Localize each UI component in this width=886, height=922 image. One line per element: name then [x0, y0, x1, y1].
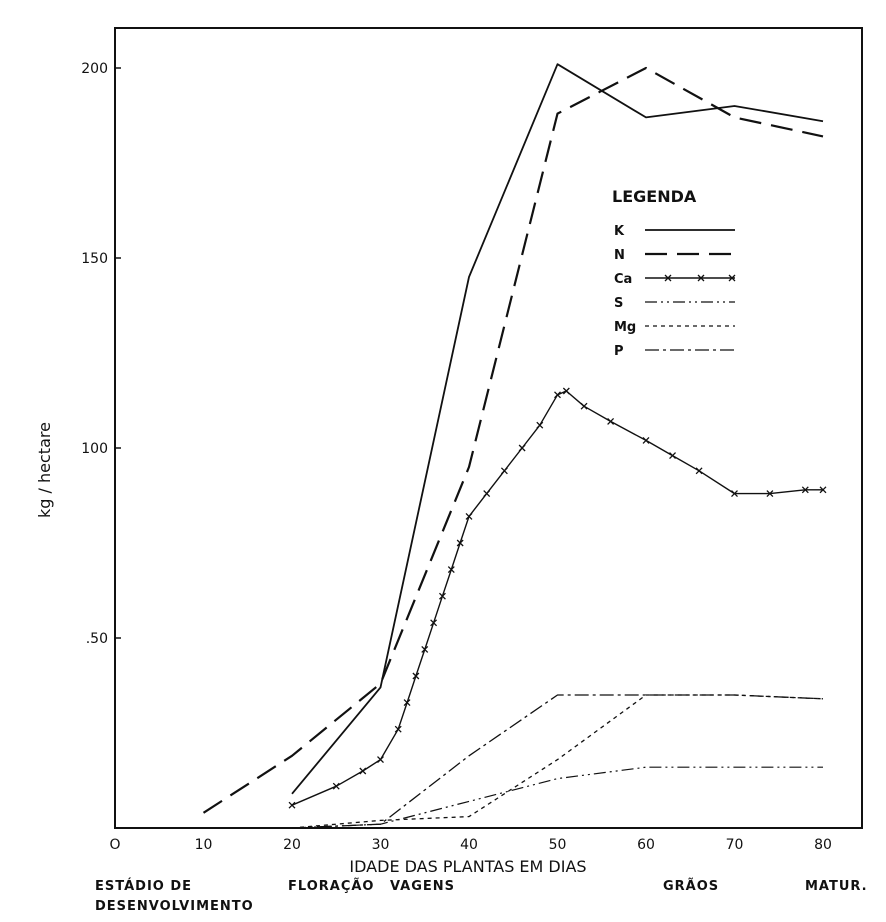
x-tick-label: 10 [195, 837, 213, 853]
data-point-ca [819, 486, 827, 494]
stage-matur: MATUR. [805, 879, 868, 894]
legend-marker-ca [728, 274, 736, 282]
series-n [202, 66, 824, 814]
data-point-ca [438, 592, 446, 600]
x-tick-label: 70 [726, 837, 744, 853]
series-p [291, 694, 824, 829]
legend-label-ca: Ca [614, 272, 632, 287]
series-k [291, 63, 824, 795]
data-point-ca [536, 421, 544, 429]
series-line-n [202, 66, 824, 814]
legend-label-s: S [614, 296, 623, 311]
stage-graos: GRÃOS [663, 878, 719, 894]
series-mg [291, 694, 824, 829]
data-point-ca [288, 801, 296, 809]
y-tick-labels: .50 100 150 200 [81, 61, 121, 647]
data-point-ca [607, 417, 615, 425]
data-point-ca [766, 490, 774, 498]
data-point-ca [377, 756, 384, 764]
x-tick-label: 80 [814, 837, 832, 853]
plot-frame [114, 27, 863, 829]
data-point-ca [518, 444, 526, 452]
series-line-s [291, 766, 823, 829]
legend: LEGENDA KN Ca S Mg P [612, 187, 736, 359]
y-axis-title: kg / hectare [35, 422, 54, 518]
data-point-ca [447, 566, 455, 574]
legend-label-p: P [614, 344, 624, 359]
x-tick-label: 60 [637, 837, 655, 853]
y-tick-label: .50 [86, 631, 108, 647]
x-tick-labels: O 10 20 30 40 50 60 70 80 [109, 837, 831, 853]
stage-vagens: VAGENS [390, 879, 455, 894]
legend-label-k: K [614, 224, 625, 239]
series-line-mg [291, 694, 824, 829]
data-point-ca [403, 699, 411, 707]
data-point-ca [695, 467, 703, 475]
stage-heading: ESTÁDIO DE [95, 878, 192, 894]
x-tick-label: 40 [460, 837, 478, 853]
legend-marker-ca [697, 274, 705, 282]
data-point-ca [332, 782, 340, 790]
x-tick-label: 20 [283, 837, 301, 853]
x-tick-label: O [109, 837, 120, 853]
y-tick-label: 150 [81, 251, 108, 267]
stage-floracao: FLORAÇÃO [288, 878, 374, 894]
series-s [291, 766, 823, 829]
data-point-ca [465, 512, 473, 520]
data-point-ca [359, 767, 367, 775]
data-point-ca [642, 436, 650, 444]
y-tick-label: 100 [81, 441, 108, 457]
series-ca [288, 387, 827, 809]
series-layer [202, 63, 827, 829]
x-tick-label: 50 [549, 837, 567, 853]
data-point-ca [731, 490, 738, 498]
data-point-ca [421, 645, 429, 653]
data-point-ca [456, 539, 464, 547]
x-axis-title: IDADE DAS PLANTAS EM DIAS [349, 857, 586, 876]
data-point-ca [801, 486, 809, 494]
legend-title: LEGENDA [612, 187, 697, 206]
data-point-ca [394, 725, 402, 733]
series-line-p [291, 694, 824, 829]
series-line-k [291, 63, 824, 795]
data-point-ca [562, 387, 570, 395]
series-line-ca [291, 390, 823, 806]
data-point-ca [500, 467, 508, 475]
stage-heading-2: DESENVOLVIMENTO [95, 899, 254, 914]
data-point-ca [483, 490, 491, 498]
data-point-ca [430, 619, 438, 627]
legend-marker-ca [664, 274, 672, 282]
legend-label-mg: Mg [614, 320, 636, 335]
legend-label-n: N [614, 248, 625, 263]
legend-items: KN Ca S Mg P [614, 224, 736, 359]
data-point-ca [554, 391, 561, 399]
x-tick-label: 30 [372, 837, 390, 853]
data-point-ca [412, 672, 420, 680]
y-tick-label: 200 [81, 61, 108, 77]
data-point-ca [580, 402, 588, 410]
data-point-ca [669, 452, 677, 460]
